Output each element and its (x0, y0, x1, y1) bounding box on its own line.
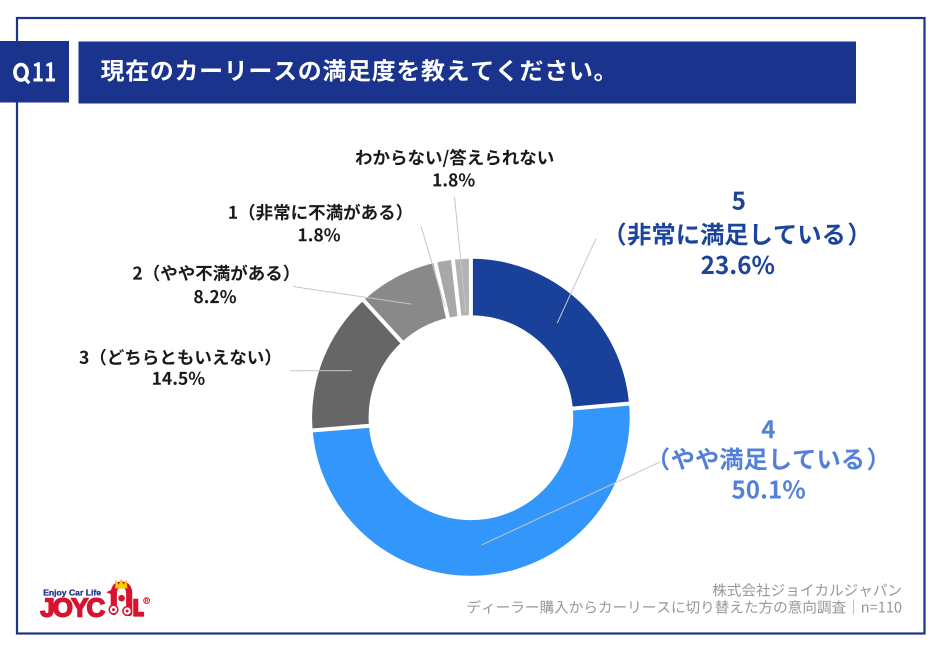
svg-text:R: R (145, 599, 149, 605)
svg-text:Enjoy Car Life: Enjoy Car Life (43, 588, 101, 598)
svg-text:JOYC: JOYC (40, 593, 105, 623)
